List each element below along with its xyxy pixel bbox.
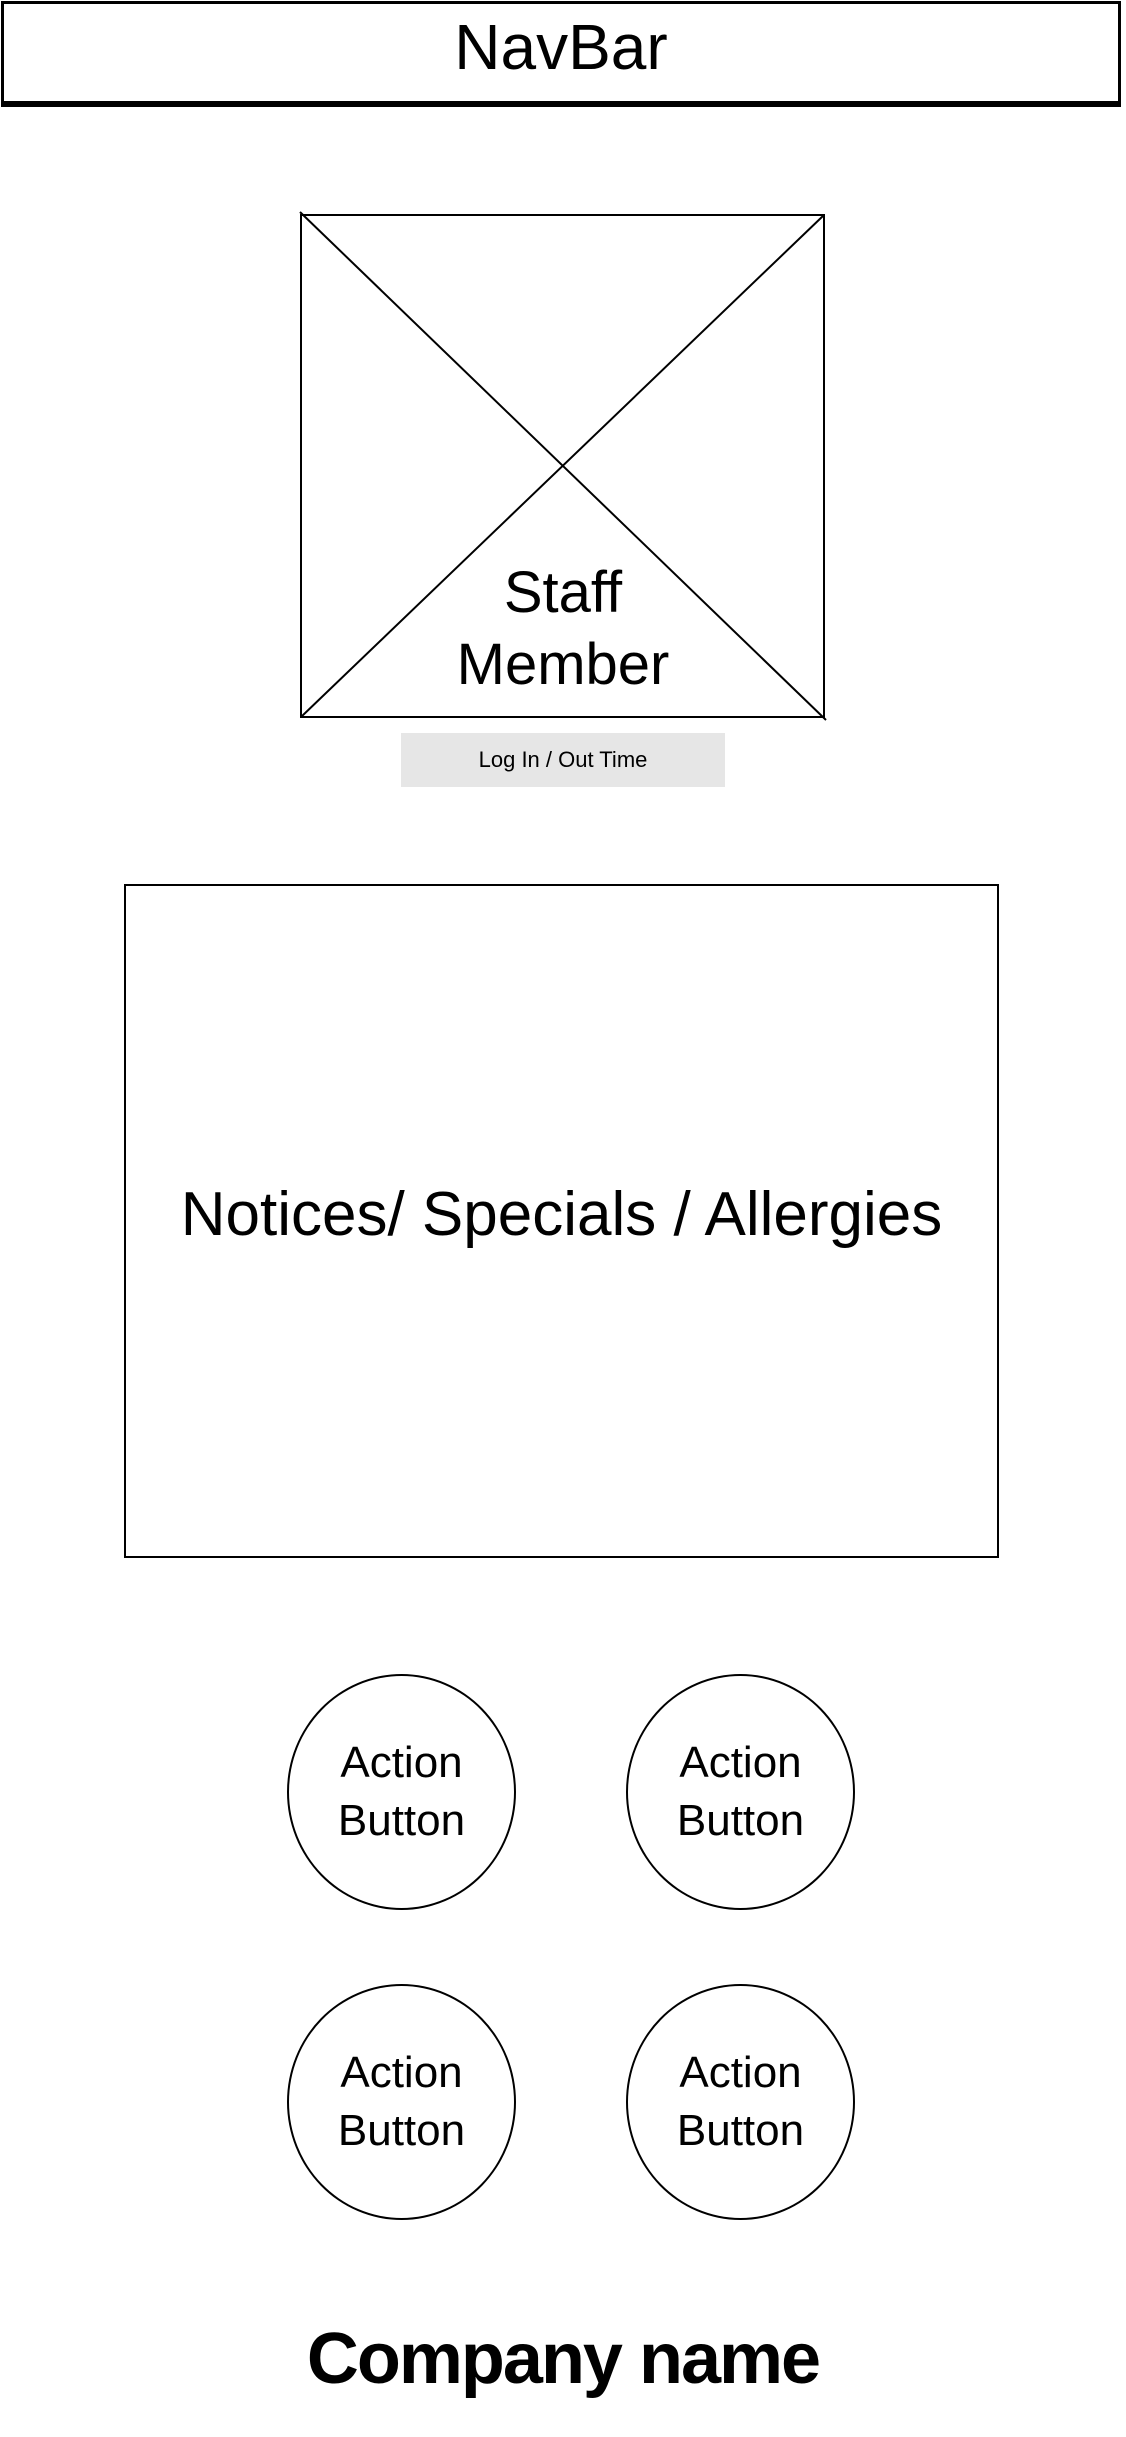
notices-panel: Notices/ Specials / Allergies (124, 884, 999, 1558)
action-button-2[interactable]: Action Button (626, 1674, 855, 1910)
image-placeholder-icon (299, 211, 827, 721)
log-in-out-time-button[interactable]: Log In / Out Time (401, 733, 725, 787)
company-name: Company name (306, 2319, 821, 2399)
action-button-1[interactable]: Action Button (287, 1674, 516, 1910)
staff-photo-placeholder: Staff Member (299, 211, 827, 721)
action-button-4[interactable]: Action Button (626, 1984, 855, 2220)
staff-member-label: Staff Member (456, 560, 670, 697)
notices-text: Notices/ Specials / Allergies (180, 1179, 943, 1249)
navbar: NavBar (1, 1, 1121, 107)
navbar-title: NavBar (454, 10, 668, 83)
action-button-3[interactable]: Action Button (287, 1984, 516, 2220)
